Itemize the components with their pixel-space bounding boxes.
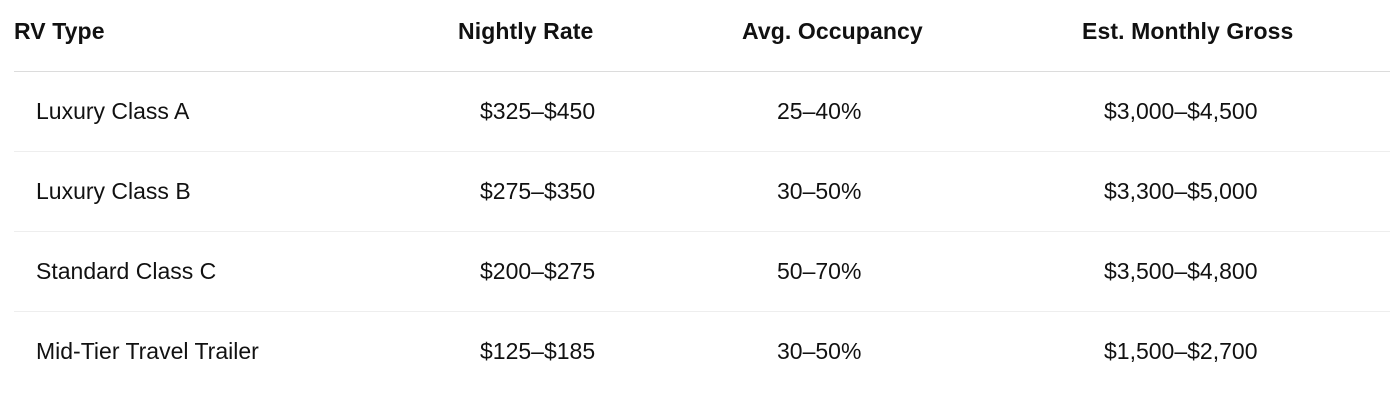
cell-avg-occupancy: 30–50% — [777, 337, 862, 364]
cell-est-monthly-gross: $1,500–$2,700 — [1104, 337, 1258, 364]
table-row: Mid-Tier Travel Trailer $125–$185 30–50%… — [14, 311, 1390, 391]
cell-avg-occupancy: 25–40% — [777, 97, 862, 124]
cell-rv-type: Luxury Class B — [36, 177, 191, 204]
cell-est-monthly-gross: $3,300–$5,000 — [1104, 177, 1258, 204]
cell-rv-type: Mid-Tier Travel Trailer — [36, 337, 259, 364]
header-nightly-rate: Nightly Rate — [414, 0, 722, 72]
cell-rv-type: Standard Class C — [36, 257, 217, 284]
cell-est-monthly-gross: $3,500–$4,800 — [1104, 257, 1258, 284]
table-row: Luxury Class B $275–$350 30–50% $3,300–$… — [14, 151, 1390, 231]
header-avg-occupancy: Avg. Occupancy — [722, 0, 1022, 72]
header-est-monthly-gross: Est. Monthly Gross — [1022, 0, 1390, 72]
table-row: Standard Class C $200–$275 50–70% $3,500… — [14, 231, 1390, 311]
cell-nightly-rate: $275–$350 — [480, 177, 596, 204]
header-rv-type: RV Type — [14, 0, 414, 72]
cell-rv-type: Luxury Class A — [36, 97, 190, 124]
cell-est-monthly-gross: $3,000–$4,500 — [1104, 97, 1258, 124]
cell-avg-occupancy: 30–50% — [777, 177, 862, 204]
cell-nightly-rate: $325–$450 — [480, 97, 596, 124]
cell-avg-occupancy: 50–70% — [777, 257, 862, 284]
table-body: Luxury Class A $325–$450 25–40% $3,000–$… — [14, 71, 1390, 391]
header-row: RV Type Nightly Rate Avg. Occupancy Est.… — [14, 0, 1390, 72]
table-header: RV Type Nightly Rate Avg. Occupancy Est.… — [14, 0, 1390, 72]
rv-rental-table: RV Type Nightly Rate Avg. Occupancy Est.… — [14, 0, 1390, 391]
cell-nightly-rate: $125–$185 — [480, 337, 596, 364]
table-row: Luxury Class A $325–$450 25–40% $3,000–$… — [14, 71, 1390, 151]
cell-nightly-rate: $200–$275 — [480, 257, 596, 284]
